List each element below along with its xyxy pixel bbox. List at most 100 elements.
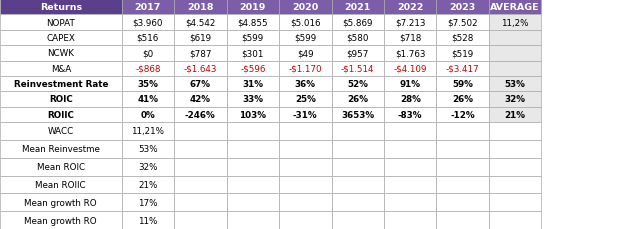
- Bar: [436, 123, 489, 140]
- Text: Mean Reinvestme: Mean Reinvestme: [22, 145, 100, 154]
- Bar: [436, 211, 489, 229]
- Text: M&A: M&A: [51, 64, 71, 74]
- Text: 36%: 36%: [295, 80, 316, 89]
- Text: 42%: 42%: [190, 95, 211, 104]
- Bar: [0, 31, 122, 46]
- Text: 52%: 52%: [348, 80, 368, 89]
- Bar: [332, 61, 384, 76]
- Bar: [174, 92, 227, 107]
- Text: 33%: 33%: [243, 95, 263, 104]
- Text: 2021: 2021: [344, 3, 371, 12]
- Bar: [174, 61, 227, 76]
- Text: $7.213: $7.213: [395, 19, 426, 27]
- Text: $516: $516: [137, 34, 159, 43]
- Bar: [227, 92, 279, 107]
- Bar: [227, 61, 279, 76]
- Bar: [0, 140, 122, 158]
- Bar: [384, 140, 436, 158]
- Text: $787: $787: [189, 49, 212, 58]
- Text: 11,21%: 11,21%: [131, 127, 164, 136]
- Bar: [279, 140, 332, 158]
- Bar: [332, 92, 384, 107]
- Bar: [279, 158, 332, 176]
- Text: -$3.417: -$3.417: [446, 64, 479, 74]
- Bar: [384, 123, 436, 140]
- Bar: [332, 140, 384, 158]
- Bar: [174, 176, 227, 194]
- Bar: [332, 176, 384, 194]
- Text: -$1.170: -$1.170: [289, 64, 322, 74]
- Text: ROIC: ROIC: [49, 95, 73, 104]
- Bar: [384, 194, 436, 211]
- Bar: [122, 194, 174, 211]
- Text: 41%: 41%: [138, 95, 158, 104]
- Bar: [489, 158, 541, 176]
- Bar: [174, 0, 227, 15]
- Bar: [279, 194, 332, 211]
- Bar: [384, 46, 436, 61]
- Bar: [122, 31, 174, 46]
- Bar: [436, 107, 489, 123]
- Bar: [279, 0, 332, 15]
- Text: -$596: -$596: [240, 64, 266, 74]
- Text: $580: $580: [346, 34, 369, 43]
- Bar: [436, 15, 489, 31]
- Bar: [384, 15, 436, 31]
- Text: $957: $957: [347, 49, 369, 58]
- Bar: [436, 0, 489, 15]
- Bar: [332, 194, 384, 211]
- Bar: [0, 0, 122, 15]
- Bar: [384, 61, 436, 76]
- Text: $599: $599: [294, 34, 316, 43]
- Text: NCWK: NCWK: [47, 49, 74, 58]
- Text: $528: $528: [452, 34, 474, 43]
- Text: Mean growth RO: Mean growth RO: [24, 216, 97, 225]
- Bar: [122, 15, 174, 31]
- Bar: [174, 194, 227, 211]
- Text: $3.960: $3.960: [132, 19, 163, 27]
- Bar: [279, 176, 332, 194]
- Text: $5.869: $5.869: [342, 19, 373, 27]
- Text: -$1.643: -$1.643: [184, 64, 217, 74]
- Bar: [174, 123, 227, 140]
- Text: Mean ROIIC: Mean ROIIC: [35, 180, 86, 189]
- Text: CAPEX: CAPEX: [46, 34, 76, 43]
- Bar: [489, 46, 541, 61]
- Text: ROIIC: ROIIC: [47, 110, 74, 119]
- Text: 32%: 32%: [138, 162, 157, 171]
- Bar: [332, 211, 384, 229]
- Bar: [122, 123, 174, 140]
- Text: 21%: 21%: [138, 180, 157, 189]
- Text: Mean growth RO: Mean growth RO: [24, 198, 97, 207]
- Text: -$1.514: -$1.514: [341, 64, 374, 74]
- Bar: [332, 0, 384, 15]
- Bar: [227, 76, 279, 92]
- Bar: [227, 123, 279, 140]
- Text: 35%: 35%: [138, 80, 158, 89]
- Bar: [279, 31, 332, 46]
- Text: 53%: 53%: [505, 80, 525, 89]
- Bar: [489, 76, 541, 92]
- Bar: [489, 92, 541, 107]
- Bar: [122, 76, 174, 92]
- Bar: [0, 211, 122, 229]
- Bar: [122, 140, 174, 158]
- Text: 67%: 67%: [190, 80, 211, 89]
- Bar: [436, 158, 489, 176]
- Bar: [122, 107, 174, 123]
- Bar: [122, 176, 174, 194]
- Bar: [122, 158, 174, 176]
- Text: 25%: 25%: [295, 95, 316, 104]
- Text: 2018: 2018: [187, 3, 214, 12]
- Bar: [332, 123, 384, 140]
- Bar: [489, 15, 541, 31]
- Bar: [436, 176, 489, 194]
- Text: 11,2%: 11,2%: [502, 19, 529, 27]
- Text: $599: $599: [242, 34, 264, 43]
- Bar: [279, 61, 332, 76]
- Bar: [174, 31, 227, 46]
- Text: 32%: 32%: [505, 95, 525, 104]
- Bar: [384, 92, 436, 107]
- Text: 17%: 17%: [138, 198, 157, 207]
- Text: Returns: Returns: [40, 3, 82, 12]
